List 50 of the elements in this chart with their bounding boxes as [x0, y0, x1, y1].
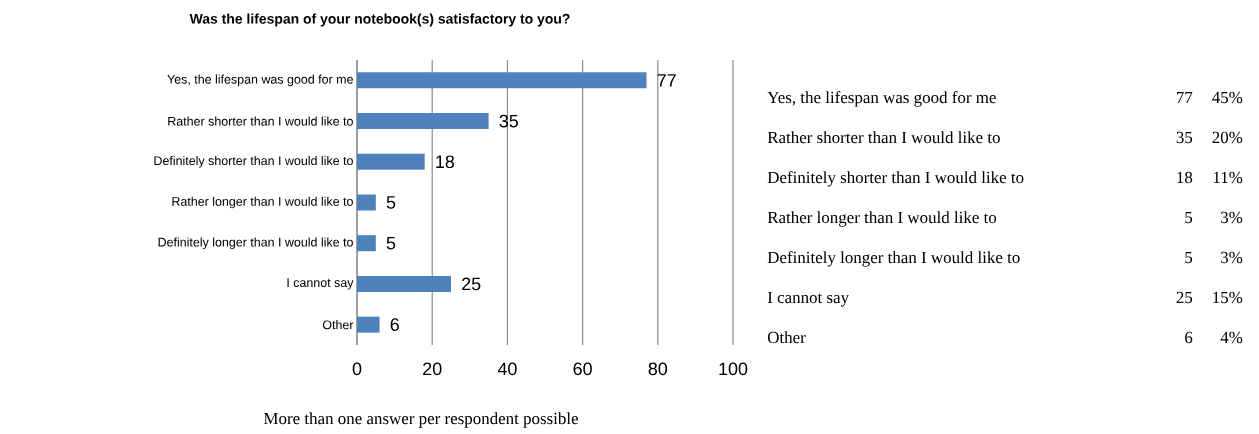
y-tick-label: Yes, the lifespan was good for me	[167, 74, 353, 87]
text: More than one answer per respondent possible	[263, 412, 578, 428]
y-tick-label: Rather shorter than I would like to	[168, 116, 353, 126]
bar	[357, 275, 452, 292]
chart-title: Was the lifespan of your notebook(s) satisfactory to you?	[189, 13, 570, 27]
x-tick-label: 100	[719, 362, 748, 376]
bar	[357, 194, 376, 211]
data-label: 77	[657, 74, 676, 87]
y-tick-label: I cannot say	[287, 278, 354, 290]
text: 18	[1177, 171, 1193, 184]
text: Definitely shorter than I would like to	[767, 171, 1024, 187]
x-tick-label: 80	[648, 362, 668, 376]
bar	[357, 153, 425, 170]
text: 20%	[1212, 131, 1243, 144]
bar	[357, 316, 380, 333]
text: 5	[1185, 211, 1193, 224]
text: 25	[1176, 291, 1193, 304]
y-tick-label: Rather longer than I would like to	[172, 196, 353, 209]
x-tick-label: 20	[423, 362, 442, 376]
text: 5	[1185, 251, 1193, 264]
y-tick-label: Other	[322, 320, 354, 330]
text: Definitely longer than I would like to	[767, 251, 1020, 267]
x-tick-label: 0	[352, 362, 362, 376]
data-label: 35	[499, 114, 518, 128]
text: I cannot say	[767, 291, 849, 307]
data-label: 5	[386, 196, 396, 209]
data-label: 18	[436, 155, 455, 169]
text: 11%	[1213, 171, 1243, 184]
x-tick-label: 60	[573, 362, 592, 376]
bar	[357, 113, 489, 130]
y-tick-label: Definitely shorter than I would like to	[154, 155, 353, 168]
data-label: 5	[386, 236, 396, 250]
data-label: 6	[390, 318, 399, 331]
text: 3%	[1221, 251, 1243, 264]
text: 15%	[1213, 291, 1243, 304]
text: 6	[1185, 331, 1193, 344]
bar	[357, 72, 647, 89]
text: Yes, the lifespan was good for me	[767, 91, 996, 107]
text: 3%	[1221, 211, 1243, 224]
text: Rather longer than I would like to	[767, 211, 997, 227]
bar	[357, 235, 376, 252]
x-tick-label: 40	[497, 362, 517, 376]
data-label: 25	[462, 277, 481, 291]
text: Other	[767, 331, 806, 344]
text: 77	[1176, 91, 1193, 103]
text: 4%	[1220, 331, 1243, 344]
y-tick-label: Definitely longer than I would like to	[158, 237, 353, 249]
text: Rather shorter than I would like to	[767, 131, 1000, 144]
text: 45%	[1212, 91, 1243, 104]
text: 35	[1176, 131, 1193, 144]
